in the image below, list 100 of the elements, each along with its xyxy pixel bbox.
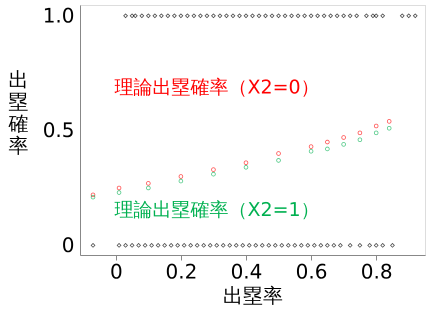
point [168,243,174,248]
point [178,174,184,179]
point [123,14,128,18]
point [172,14,177,18]
point [218,14,222,18]
point [334,14,340,18]
point [224,14,229,18]
point [204,14,210,18]
point [325,243,330,248]
point [338,243,343,248]
point [296,14,300,18]
point [130,243,134,248]
point [380,14,385,18]
x-tick-label: 0.4 [230,260,262,284]
point [123,243,128,248]
point [253,243,258,248]
point [182,243,186,248]
point [341,14,346,18]
point [358,130,362,136]
point [116,190,122,195]
point [292,243,298,248]
point [263,14,268,18]
point [315,14,320,18]
point [354,14,359,18]
point [276,158,281,163]
point [302,14,307,18]
point [273,243,278,248]
point [234,243,238,248]
point [374,124,378,128]
point [192,14,196,18]
point [308,14,314,18]
point [282,14,288,18]
point [178,14,184,18]
point [328,14,333,18]
point [276,151,281,156]
point [299,243,304,248]
point [318,243,324,248]
point [230,14,236,18]
point [406,14,411,18]
y-tick-label: 0 [62,232,74,257]
point [116,186,122,190]
point [152,14,158,18]
point [286,243,291,248]
x-tick-label: 0 [110,260,123,284]
point [276,14,281,18]
point [364,14,369,18]
point [308,148,314,154]
point [386,126,392,131]
point [270,14,274,18]
point [358,137,362,142]
point [90,243,96,248]
point [256,14,262,18]
point [162,243,167,248]
x-tick-label: 0.6 [296,260,328,284]
point [306,243,310,248]
point [185,14,190,18]
point [325,146,330,152]
point [341,135,346,140]
point [130,14,134,18]
point [312,243,317,248]
point [332,243,336,248]
point [198,14,203,18]
point [188,243,193,248]
point [380,243,385,248]
point [240,243,246,248]
y-tick-label: 0.5 [42,118,74,142]
point [280,243,284,248]
point [348,14,352,18]
point [260,243,265,248]
point [244,165,248,170]
point [175,243,180,248]
point [244,14,248,18]
point [146,186,151,190]
point [211,172,216,176]
point [246,243,252,248]
point [390,243,395,248]
point [341,142,346,147]
point [308,144,314,149]
point [289,14,294,18]
point [237,14,242,18]
series-label: 理論出塁確率（X2=1） [114,199,320,221]
point [211,14,216,18]
point [322,14,326,18]
point [386,119,392,124]
point [166,14,170,18]
point [211,167,216,172]
x-tick-label: 0.2 [165,260,198,284]
point [412,14,418,18]
point [140,14,144,18]
point [220,243,226,248]
point [178,178,184,184]
y-tick-label: 1.0 [42,3,74,28]
point [374,14,378,18]
point [214,243,219,248]
point [244,160,248,165]
point [136,243,141,248]
point [374,243,378,248]
point [250,14,255,18]
point [149,243,154,248]
x-axis-title: 出塁率 [223,284,283,308]
